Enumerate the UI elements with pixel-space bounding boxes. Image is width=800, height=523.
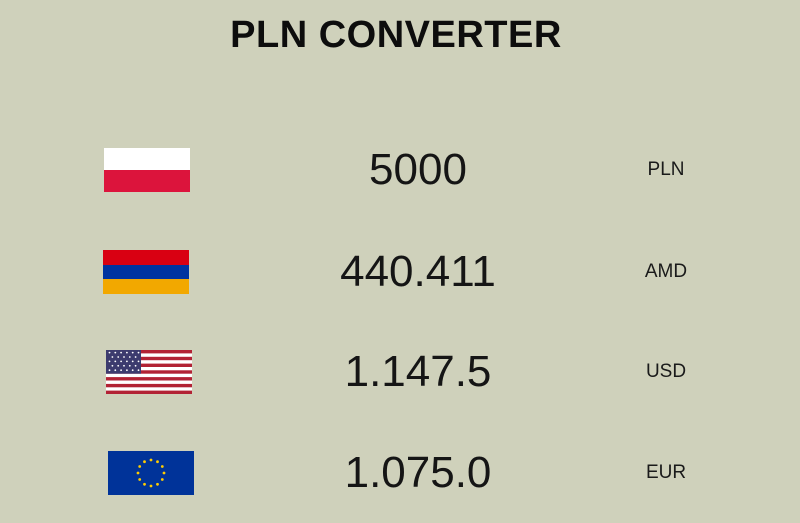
currency-code-eur: EUR [645, 462, 687, 483]
eu-flag-icon [108, 451, 194, 495]
currency-code-usd: USD [645, 361, 687, 382]
currency-code-amd: AMD [644, 261, 688, 282]
currency-row-amd: 440.411 AMD [0, 242, 800, 302]
amount-field-eur[interactable]: 1.075.0 [344, 448, 492, 497]
amount-field-pln[interactable]: 5000 [369, 145, 467, 194]
amount-field-amd[interactable]: 440.411 [340, 247, 496, 296]
currency-row-pln: 5000 PLN [0, 140, 800, 200]
currency-code-pln: PLN [647, 159, 685, 180]
amount-field-usd[interactable]: 1.147.5 [344, 347, 492, 396]
armenia-flag-icon [103, 250, 189, 294]
currency-row-eur: 1.075.0 EUR [0, 443, 800, 503]
page-title: PLN CONVERTER [230, 14, 562, 56]
currency-row-usd: 1.147.5 USD [0, 342, 800, 402]
usa-flag-icon [106, 350, 192, 394]
poland-flag-icon [104, 148, 190, 192]
